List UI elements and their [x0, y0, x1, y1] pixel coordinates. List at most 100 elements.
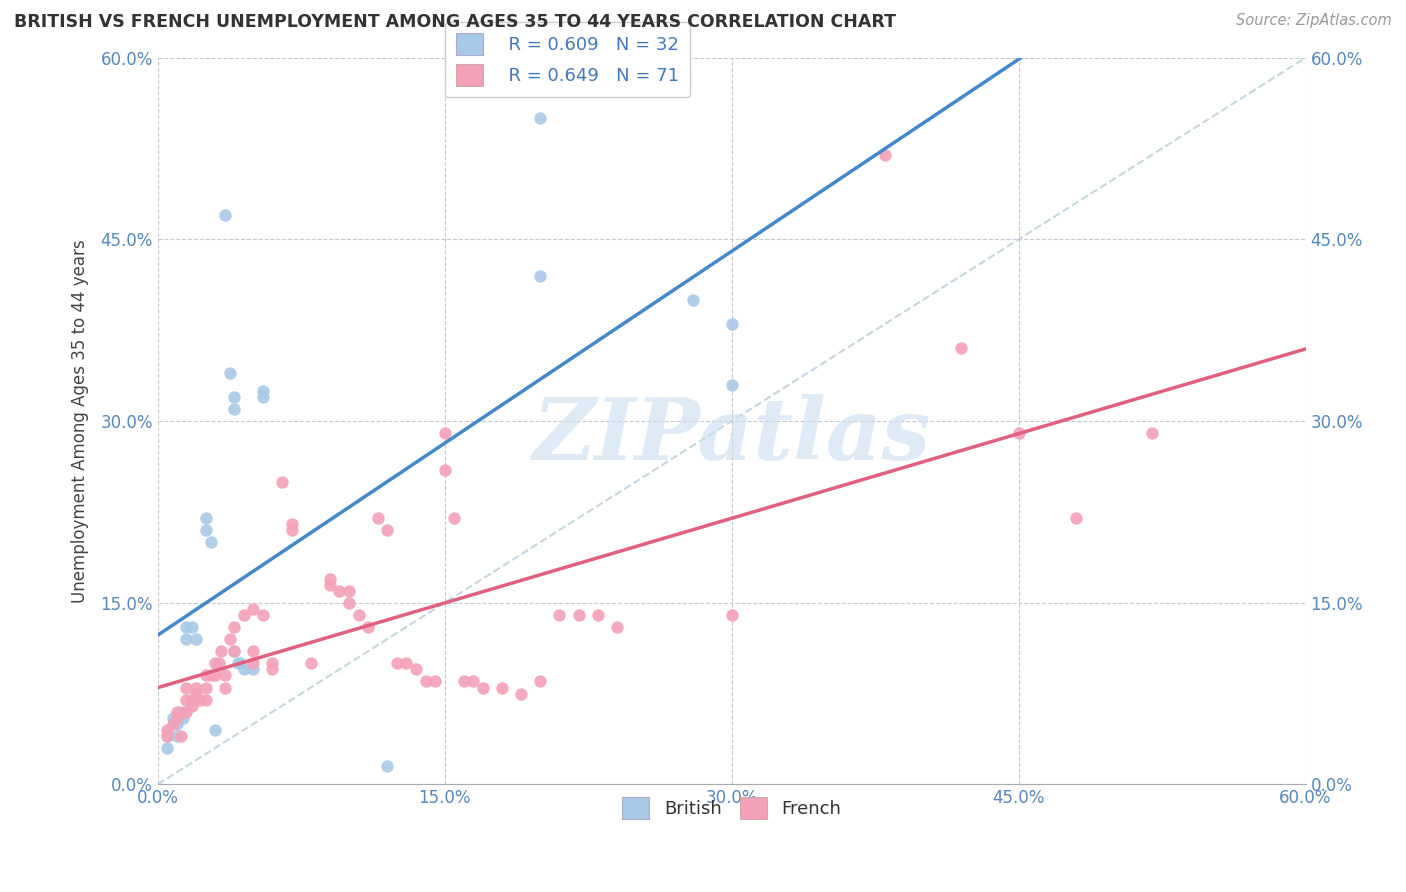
Point	[229, 657, 252, 671]
Text: ZIPatlas: ZIPatlas	[533, 394, 931, 477]
Point	[262, 662, 284, 676]
Point	[1007, 426, 1029, 441]
Point	[337, 583, 360, 598]
Point	[208, 657, 231, 671]
Point	[156, 741, 179, 756]
Legend: British, French: British, French	[614, 789, 848, 826]
Point	[529, 674, 551, 689]
Point	[720, 607, 742, 622]
Point	[224, 644, 246, 658]
Point	[280, 523, 302, 537]
Point	[156, 729, 179, 743]
Point	[181, 692, 204, 706]
Point	[184, 681, 207, 695]
Point	[682, 293, 704, 307]
Point	[586, 607, 609, 622]
Point	[453, 674, 475, 689]
Point	[385, 657, 408, 671]
Point	[181, 698, 204, 713]
Point	[200, 668, 222, 682]
Point	[176, 632, 198, 646]
Point	[184, 632, 207, 646]
Point	[252, 607, 274, 622]
Point	[219, 366, 242, 380]
Point	[156, 723, 179, 737]
Point	[166, 705, 188, 719]
Point	[242, 602, 264, 616]
Point	[529, 112, 551, 126]
Point	[548, 607, 571, 622]
Point	[252, 384, 274, 398]
Point	[194, 668, 217, 682]
Point	[415, 674, 437, 689]
Point	[204, 668, 226, 682]
Point	[262, 657, 284, 671]
Point	[529, 268, 551, 283]
Point	[423, 674, 446, 689]
Point	[367, 511, 389, 525]
Point	[271, 475, 294, 489]
Point	[166, 729, 188, 743]
Point	[224, 401, 246, 416]
Point	[242, 644, 264, 658]
Point	[209, 644, 232, 658]
Y-axis label: Unemployment Among Ages 35 to 44 years: Unemployment Among Ages 35 to 44 years	[72, 239, 89, 603]
Point	[375, 759, 398, 773]
Point	[232, 607, 254, 622]
Point	[252, 390, 274, 404]
Point	[433, 426, 456, 441]
Point	[319, 572, 342, 586]
Point	[443, 511, 465, 525]
Point	[214, 668, 236, 682]
Point	[194, 511, 217, 525]
Point	[204, 723, 226, 737]
Point	[510, 687, 533, 701]
Point	[224, 644, 246, 658]
Point	[568, 607, 591, 622]
Point	[224, 390, 246, 404]
Point	[226, 657, 249, 671]
Point	[433, 462, 456, 476]
Point	[224, 620, 246, 634]
Point	[720, 377, 742, 392]
Point	[347, 607, 370, 622]
Point	[169, 729, 191, 743]
Point	[606, 620, 628, 634]
Point	[242, 657, 264, 671]
Point	[204, 657, 226, 671]
Point	[214, 681, 236, 695]
Point	[328, 583, 350, 598]
Point	[219, 632, 242, 646]
Point	[176, 681, 198, 695]
Point	[463, 674, 485, 689]
Point	[162, 717, 184, 731]
Point	[319, 577, 342, 591]
Text: BRITISH VS FRENCH UNEMPLOYMENT AMONG AGES 35 TO 44 YEARS CORRELATION CHART: BRITISH VS FRENCH UNEMPLOYMENT AMONG AGE…	[14, 13, 896, 31]
Point	[232, 662, 254, 676]
Point	[200, 535, 222, 549]
Point	[172, 711, 194, 725]
Point	[176, 692, 198, 706]
Point	[357, 620, 380, 634]
Point	[720, 317, 742, 331]
Point	[280, 516, 302, 531]
Point	[181, 620, 204, 634]
Point	[375, 523, 398, 537]
Point	[299, 657, 322, 671]
Point	[1064, 511, 1087, 525]
Point	[166, 717, 188, 731]
Point	[491, 681, 513, 695]
Point	[162, 711, 184, 725]
Text: Source: ZipAtlas.com: Source: ZipAtlas.com	[1236, 13, 1392, 29]
Point	[176, 705, 198, 719]
Point	[242, 662, 264, 676]
Point	[194, 692, 217, 706]
Point	[176, 620, 198, 634]
Point	[873, 147, 896, 161]
Point	[950, 342, 973, 356]
Point	[471, 681, 494, 695]
Point	[169, 705, 191, 719]
Point	[395, 657, 418, 671]
Point	[214, 208, 236, 222]
Point	[188, 692, 211, 706]
